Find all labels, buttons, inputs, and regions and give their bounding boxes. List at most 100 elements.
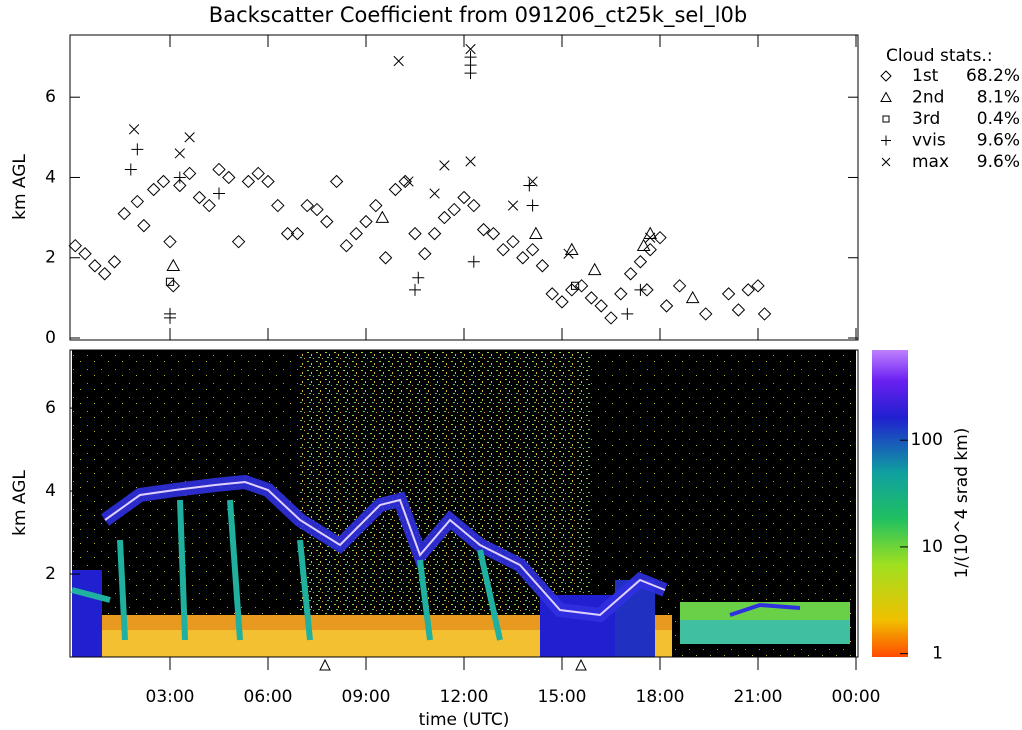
point [130, 194, 145, 209]
point [398, 174, 412, 189]
point [164, 307, 176, 320]
backscatter-image [71, 350, 856, 657]
point [88, 259, 102, 273]
point [213, 187, 225, 200]
point [131, 143, 144, 156]
point [192, 190, 207, 205]
point [375, 210, 390, 223]
point [212, 162, 226, 177]
point [329, 174, 344, 189]
point [163, 234, 177, 249]
point [457, 190, 471, 205]
point [388, 182, 403, 197]
legend-symbol [880, 91, 892, 102]
point [496, 242, 510, 257]
x-tick-label: 06:00 [244, 687, 293, 707]
point [525, 242, 540, 257]
point [166, 279, 180, 293]
y-tick-label: 2 [45, 248, 56, 268]
point [526, 199, 539, 212]
point [107, 255, 122, 269]
point [271, 198, 285, 213]
point [545, 287, 559, 301]
point [486, 226, 501, 241]
point [166, 258, 181, 272]
x-tick-label: 12:00 [440, 687, 489, 707]
legend-title: Cloud stats.: [886, 46, 993, 66]
point [320, 214, 334, 229]
marker-triangle [319, 658, 587, 671]
point [731, 303, 746, 317]
point [231, 234, 246, 249]
point [574, 279, 589, 293]
point [393, 55, 404, 67]
point [529, 226, 543, 239]
point [251, 166, 265, 181]
point [117, 206, 131, 221]
point [506, 234, 520, 249]
point [467, 198, 481, 213]
y-tick-label: 4 [45, 167, 56, 187]
point [447, 202, 461, 217]
colorbar-tick-label: 10 [921, 537, 943, 557]
legend-value: 9.6% [977, 152, 1020, 172]
point [594, 299, 608, 313]
point [437, 210, 452, 225]
colorbar [872, 350, 908, 657]
point [261, 174, 275, 189]
point [202, 198, 216, 213]
point [418, 247, 432, 261]
point [359, 214, 373, 229]
y-tick-label: 0 [45, 328, 56, 348]
point [563, 248, 574, 259]
point [156, 174, 171, 189]
point [516, 251, 530, 265]
point [604, 311, 618, 325]
point [634, 283, 647, 296]
legend-label: vvis [912, 131, 946, 151]
y-axis-label: km AGL [10, 154, 30, 220]
point [751, 279, 765, 293]
point [643, 242, 657, 257]
point [643, 226, 658, 239]
colorbar-label: 1/(10^4 srad km) [952, 428, 972, 579]
legend-symbol [881, 157, 891, 167]
colorbar-tick-label: 1 [932, 644, 943, 664]
point [633, 255, 648, 269]
point [182, 166, 197, 181]
y-tick-label: 4 [45, 481, 56, 501]
point [408, 226, 422, 241]
point [721, 287, 736, 301]
point [685, 290, 700, 304]
legend-label: 3rd [912, 109, 940, 129]
point [741, 283, 755, 297]
point [280, 226, 295, 241]
point [137, 218, 151, 233]
point [146, 182, 161, 197]
chart-title: Backscatter Coefficient from 091206_ct25… [209, 3, 747, 28]
point [173, 178, 187, 193]
point [439, 160, 450, 171]
legend-symbol [882, 115, 890, 123]
x-tick-label: 15:00 [538, 687, 587, 707]
x-tick-label: 00:00 [832, 687, 881, 707]
point [584, 291, 599, 305]
legend-symbol [881, 135, 891, 146]
x-tick-label: 03:00 [146, 687, 195, 707]
point [290, 226, 305, 241]
point [535, 259, 550, 273]
y-tick-label: 6 [45, 87, 56, 107]
top-frame [69, 34, 859, 341]
legend-label: 2nd [912, 88, 944, 108]
y-tick-label: 2 [45, 564, 56, 584]
point [349, 226, 363, 241]
legend-value: 68.2% [966, 66, 1020, 86]
point [174, 148, 185, 159]
point [464, 51, 477, 64]
point [241, 174, 256, 189]
point [507, 200, 519, 211]
x-tick-label: 21:00 [734, 687, 783, 707]
point [636, 238, 651, 251]
